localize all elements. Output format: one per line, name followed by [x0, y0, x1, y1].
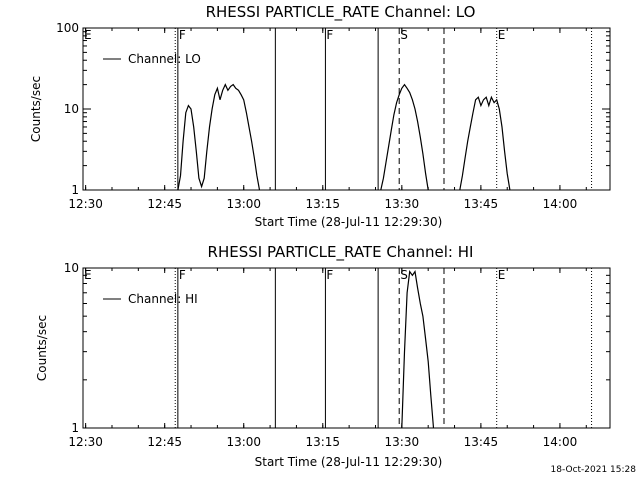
x-tick-label: 13:15 — [305, 435, 340, 449]
series-line — [401, 270, 435, 429]
x-tick-label: 14:00 — [543, 197, 578, 211]
legend-label: Channel: LO — [128, 52, 201, 66]
chart-panel-lo: RHESSI PARTICLE_RATE Channel: LO 12:30 12:… — [29, 3, 611, 229]
series-line — [459, 95, 511, 191]
x-tick-label: 12:30 — [68, 197, 103, 211]
x-tick-label: 13:00 — [226, 435, 261, 449]
annotation-marker-E: E — [498, 268, 506, 282]
annotation-marker-S: S — [400, 28, 408, 42]
x-tick-label: 12:45 — [147, 435, 182, 449]
chart-panel-hi: RHESSI PARTICLE_RATE Channel: HI 12:30 12:… — [35, 243, 611, 469]
x-axis-label: Start Time (28-Jul-11 12:29:30) — [255, 215, 443, 229]
x-tick-label: 13:30 — [385, 197, 420, 211]
footer-timestamp: 18-Oct-2021 15:28 — [550, 465, 636, 475]
annotation-marker-E: E — [498, 28, 506, 42]
annotation-marker-E: E — [84, 28, 92, 42]
y-tick-label: 10 — [64, 102, 79, 116]
annotation-marker-F: F — [326, 268, 333, 282]
annotation-marker-F: F — [179, 268, 186, 282]
annotation-marker-E: E — [84, 268, 92, 282]
x-tick-label: 12:45 — [147, 197, 182, 211]
series-line — [177, 83, 261, 191]
y-tick-label: 100 — [56, 21, 79, 35]
y-tick-label: 1 — [71, 183, 79, 197]
annotation-marker-F: F — [326, 28, 333, 42]
plot-frame — [82, 267, 611, 429]
x-tick-label: 13:15 — [305, 197, 340, 211]
x-tick-label: 13:45 — [464, 435, 499, 449]
chart-title: RHESSI PARTICLE_RATE Channel: LO — [206, 3, 476, 22]
x-tick-label: 13:45 — [464, 197, 499, 211]
y-tick-label: 1 — [71, 421, 79, 435]
annotation-marker-S: S — [400, 268, 408, 282]
legend-label: Channel: HI — [128, 292, 198, 306]
x-tick-label: 13:30 — [385, 435, 420, 449]
chart-title: RHESSI PARTICLE_RATE Channel: HI — [208, 243, 474, 262]
x-tick-label: 14:00 — [543, 435, 578, 449]
x-tick-label: 12:30 — [68, 435, 103, 449]
series-line — [380, 83, 429, 191]
x-tick-label: 13:00 — [226, 197, 261, 211]
annotation-marker-F: F — [179, 28, 186, 42]
y-tick-label: 10 — [64, 261, 79, 275]
y-axis-label: Counts/sec — [29, 76, 43, 142]
x-axis-label: Start Time (28-Jul-11 12:29:30) — [255, 455, 443, 469]
y-axis-label: Counts/sec — [35, 315, 49, 381]
